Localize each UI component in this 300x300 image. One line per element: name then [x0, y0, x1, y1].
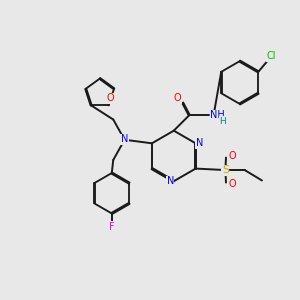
- Text: O: O: [106, 93, 114, 103]
- Text: O: O: [229, 179, 236, 189]
- Text: N: N: [121, 134, 128, 144]
- Text: H: H: [219, 117, 226, 126]
- Text: F: F: [109, 222, 115, 232]
- Text: NH: NH: [210, 110, 225, 120]
- Text: O: O: [173, 93, 181, 103]
- Text: Cl: Cl: [266, 51, 275, 62]
- Text: N: N: [167, 176, 174, 186]
- Text: N: N: [196, 138, 203, 148]
- Text: O: O: [229, 151, 236, 161]
- Text: S: S: [222, 165, 229, 175]
